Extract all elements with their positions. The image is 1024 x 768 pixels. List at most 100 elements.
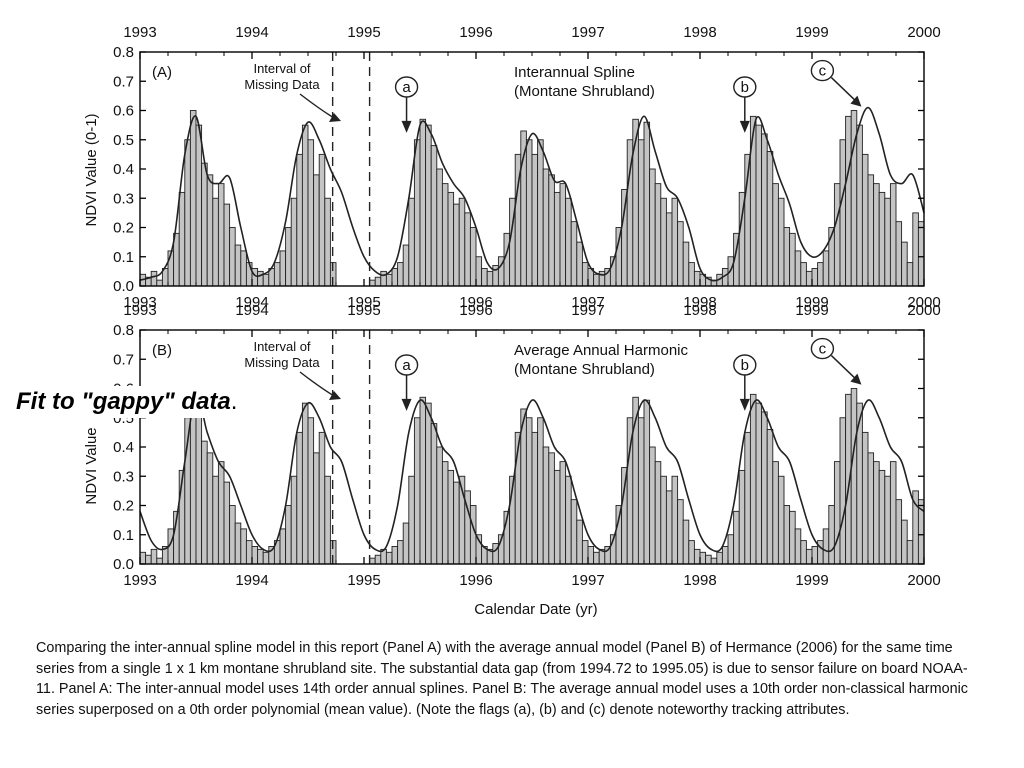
ndvi-bar	[565, 197, 572, 287]
ndvi-bar	[301, 402, 309, 565]
ndvi-bar	[279, 250, 287, 287]
ndvi-bar	[234, 522, 242, 565]
x-tick-label-bottom: 1993	[123, 572, 156, 589]
y-tick-label: 0.1	[113, 249, 134, 266]
overlay-title: Fit to "gappy" data.	[12, 386, 242, 418]
ndvi-bar	[212, 475, 219, 565]
y-tick-label: 0.6	[113, 103, 134, 120]
ndvi-bar	[413, 139, 421, 287]
ndvi-bar	[621, 467, 628, 565]
x-tick-label-bottom: 1995	[347, 294, 380, 311]
ndvi-bar	[369, 279, 376, 287]
ndvi-bar	[223, 203, 231, 287]
x-tick-label-bottom: 1994	[235, 294, 268, 311]
x-tick-label-bottom: 1999	[795, 294, 828, 311]
ndvi-bar	[419, 396, 427, 565]
y-tick-label: 0.8	[113, 44, 134, 61]
ndvi-bar	[766, 150, 774, 287]
x-tick-label-bottom: 1994	[235, 572, 268, 589]
ndvi-bar	[576, 519, 583, 565]
ndvi-bar	[553, 191, 561, 287]
ndvi-bar	[811, 546, 819, 565]
ndvi-bar	[649, 446, 656, 565]
ndvi-bar	[178, 191, 186, 287]
ndvi-bar	[839, 139, 847, 287]
ndvi-bar	[789, 232, 796, 287]
flag-c-arrowhead	[850, 373, 862, 385]
ndvi-bar	[794, 250, 802, 287]
ndvi-bar	[727, 534, 735, 565]
y-tick-label: 0.3	[113, 190, 134, 207]
ndvi-bar	[413, 417, 421, 565]
x-tick-label-bottom: 1993	[123, 294, 156, 311]
ndvi-bar	[201, 440, 208, 565]
y-tick-label: 0.2	[113, 220, 134, 237]
ndvi-bar	[811, 268, 819, 287]
ndvi-bar	[593, 551, 600, 565]
panel-a-top-ticks: 1993 1994 1995 1996 1997 1998 1999 2000	[123, 24, 941, 59]
ndvi-bar	[374, 276, 382, 287]
ndvi-bar	[665, 490, 673, 565]
y-tick-label: 0.7	[113, 351, 134, 368]
ndvi-bar	[861, 431, 869, 565]
ndvi-bar	[486, 270, 494, 287]
ndvi-bar	[156, 557, 163, 565]
ndvi-bar	[542, 168, 550, 287]
ndvi-bar	[212, 197, 219, 287]
ndvi-bar	[621, 189, 628, 287]
ndvi-bar	[654, 183, 662, 287]
ndvi-bar	[234, 244, 242, 287]
x-tick-label-top: 1993	[123, 302, 156, 319]
ndvi-bar	[425, 124, 432, 287]
y-tick-label: 0.0	[113, 278, 134, 295]
ndvi-bar	[755, 124, 763, 287]
ndvi-bar	[783, 227, 791, 287]
ndvi-bar	[385, 273, 393, 287]
x-axis-title: Calendar Date (yr)	[474, 601, 597, 618]
flag-b-letter: b	[741, 79, 749, 96]
ndvi-bar	[587, 546, 595, 565]
ndvi-bar	[469, 227, 477, 287]
ndvi-bar	[279, 528, 287, 565]
ndvi-bar	[559, 183, 567, 287]
ndvi-bar	[850, 388, 858, 565]
x-tick-label-top: 1998	[683, 302, 716, 319]
ndvi-bar	[833, 183, 841, 287]
ndvi-bar	[290, 197, 298, 287]
flag-c-arrow	[830, 77, 857, 103]
x-tick-label-top: 1997	[571, 302, 604, 319]
ndvi-bar	[861, 153, 869, 287]
ndvi-bar	[475, 256, 483, 287]
ndvi-bar	[721, 546, 729, 565]
y-tick-label: 0.2	[113, 498, 134, 515]
ndvi-bar	[906, 262, 914, 287]
ndvi-bar	[290, 475, 298, 565]
ndvi-bar	[828, 505, 835, 565]
panel-a-title-line1: Interannual Spline	[514, 64, 635, 81]
ndvi-bar	[677, 221, 684, 287]
ndvi-bar	[156, 279, 163, 287]
ndvi-bar	[800, 540, 807, 565]
ndvi-bar	[245, 262, 253, 287]
panel-a-ylabel: NDVI Value (0-1)	[83, 113, 100, 226]
ndvi-bar	[369, 557, 376, 565]
ndvi-bar	[917, 221, 925, 287]
panel-a-flags: a b c	[394, 59, 862, 133]
ndvi-bar	[464, 212, 471, 287]
ndvi-bar	[436, 168, 443, 287]
y-tick-label: 0.5	[113, 132, 134, 149]
ndvi-bar	[408, 475, 415, 565]
panel-b-top-ticks: 1993 1994 1995 1996 1997 1998 1999 2000	[123, 302, 941, 337]
ndvi-bar	[822, 528, 830, 565]
ndvi-bar	[901, 519, 908, 565]
ndvi-bar	[139, 551, 147, 565]
ndvi-bar	[453, 481, 460, 565]
ndvi-bar	[805, 548, 813, 565]
x-tick-label-top: 1996	[459, 302, 492, 319]
x-tick-label-top: 1993	[123, 24, 156, 41]
flag-c-arrow	[830, 355, 857, 381]
x-tick-label-bottom: 1999	[795, 572, 828, 589]
panel-b-y-ticks: 0.00.10.20.30.40.50.60.70.8	[113, 322, 924, 573]
ndvi-bar	[296, 431, 303, 565]
ndvi-bar	[688, 540, 695, 565]
